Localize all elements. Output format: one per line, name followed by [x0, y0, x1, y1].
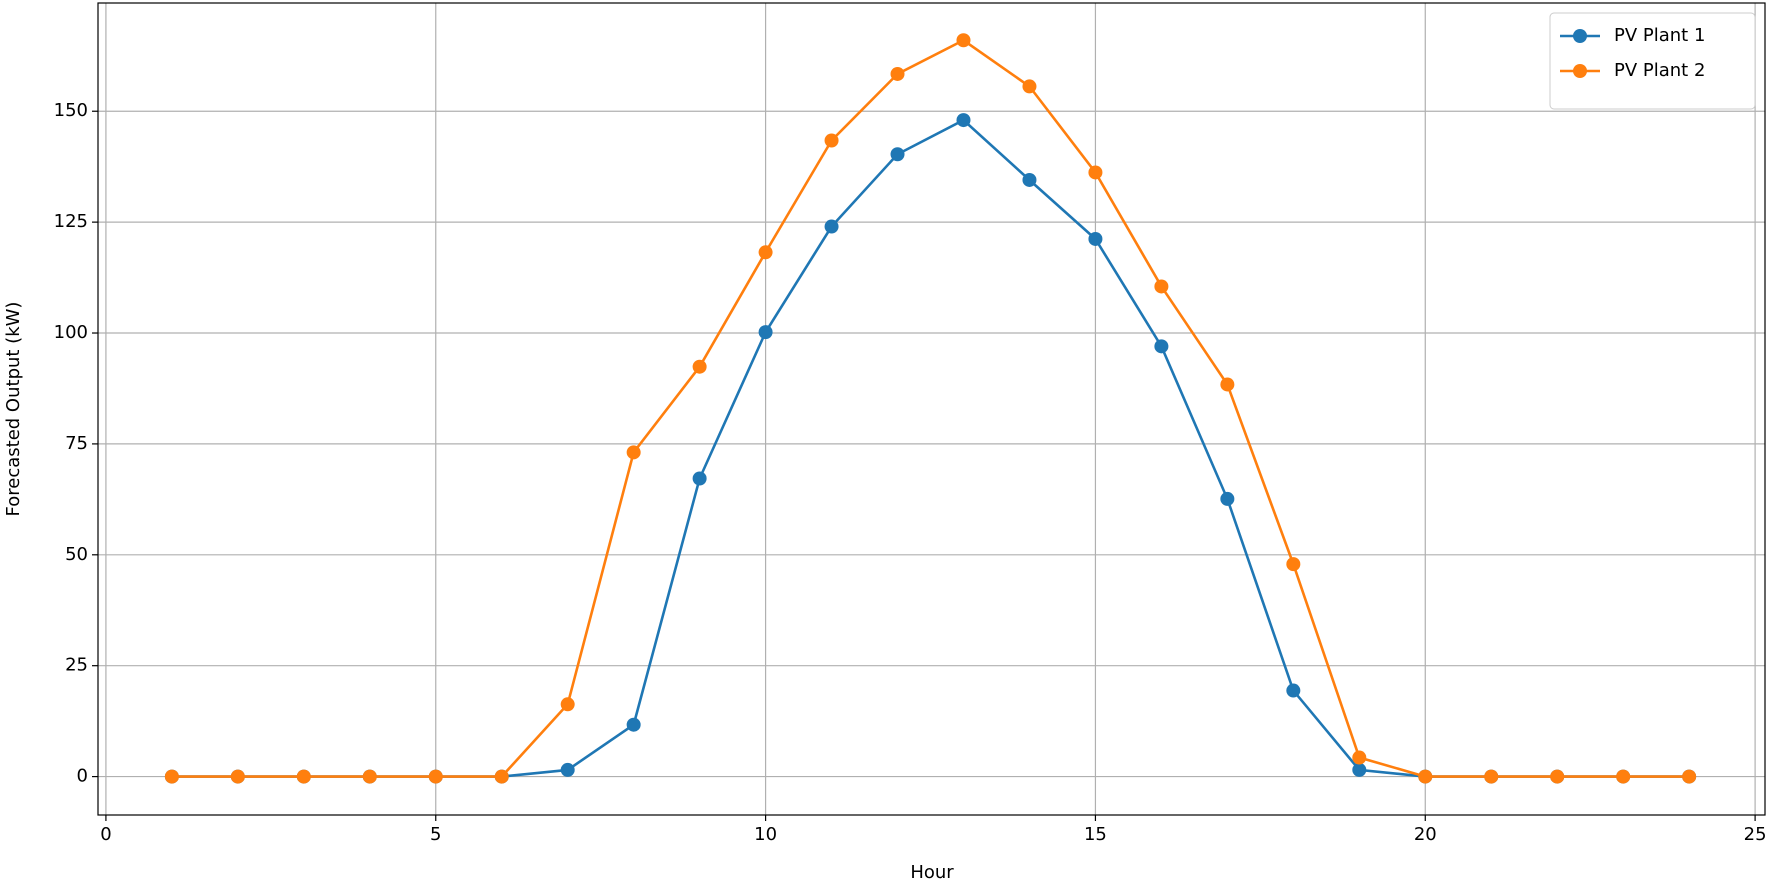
data-point [1088, 231, 1103, 246]
data-point [758, 245, 773, 260]
y-tick-label: 75 [65, 433, 88, 454]
data-point [1022, 172, 1037, 187]
data-point [1154, 339, 1169, 354]
data-point [1682, 769, 1697, 784]
legend-box [1549, 12, 1756, 110]
data-point [956, 113, 971, 128]
y-tick-label: 0 [77, 766, 88, 787]
data-point [428, 769, 443, 784]
data-point [824, 219, 839, 234]
data-point [692, 359, 707, 374]
data-point [362, 769, 377, 784]
x-tick-label: 5 [430, 824, 441, 845]
data-point [230, 769, 245, 784]
legend-label: PV Plant 1 [1614, 25, 1705, 46]
legend-marker [1573, 64, 1587, 78]
data-point [890, 147, 905, 162]
data-point [164, 769, 179, 784]
legend-marker [1573, 29, 1587, 43]
x-tick-label: 0 [100, 824, 111, 845]
data-point [1220, 377, 1235, 392]
y-tick-label: 125 [54, 211, 88, 232]
y-axis-label: Forecasted Output (kW) [3, 302, 24, 517]
data-point [560, 762, 575, 777]
data-point [1088, 165, 1103, 180]
y-tick-label: 50 [65, 544, 88, 565]
legend: PV Plant 1 PV Plant 2 [1549, 12, 1756, 110]
data-point [296, 769, 311, 784]
data-point [626, 445, 641, 460]
data-point [824, 133, 839, 148]
data-point [956, 33, 971, 48]
data-point [1484, 769, 1499, 784]
data-point [1286, 683, 1301, 698]
plot-frame [97, 2, 1766, 816]
legend-label: PV Plant 2 [1614, 60, 1705, 81]
data-point [890, 66, 905, 81]
data-point [626, 717, 641, 732]
data-point [560, 697, 575, 712]
data-point [758, 325, 773, 340]
data-point [494, 769, 509, 784]
data-point [692, 471, 707, 486]
data-point [1154, 279, 1169, 294]
y-tick-label: 150 [54, 100, 88, 121]
data-point [1286, 557, 1301, 572]
x-axis-label: Hour [910, 862, 954, 883]
y-tick-label: 100 [54, 322, 88, 343]
data-point [1022, 79, 1037, 94]
data-point [1418, 769, 1433, 784]
x-tick-label: 10 [754, 824, 777, 845]
x-tick-label: 25 [1744, 824, 1767, 845]
series-line [171, 118, 1690, 778]
data-point [1352, 762, 1367, 777]
y-tick-label: 25 [65, 655, 88, 676]
data-point [1352, 750, 1367, 765]
data-point [1220, 491, 1235, 506]
x-tick-label: 15 [1084, 824, 1107, 845]
data-point [1550, 769, 1565, 784]
data-point [1616, 769, 1631, 784]
series-line [171, 38, 1690, 778]
x-tick-label: 20 [1414, 824, 1437, 845]
